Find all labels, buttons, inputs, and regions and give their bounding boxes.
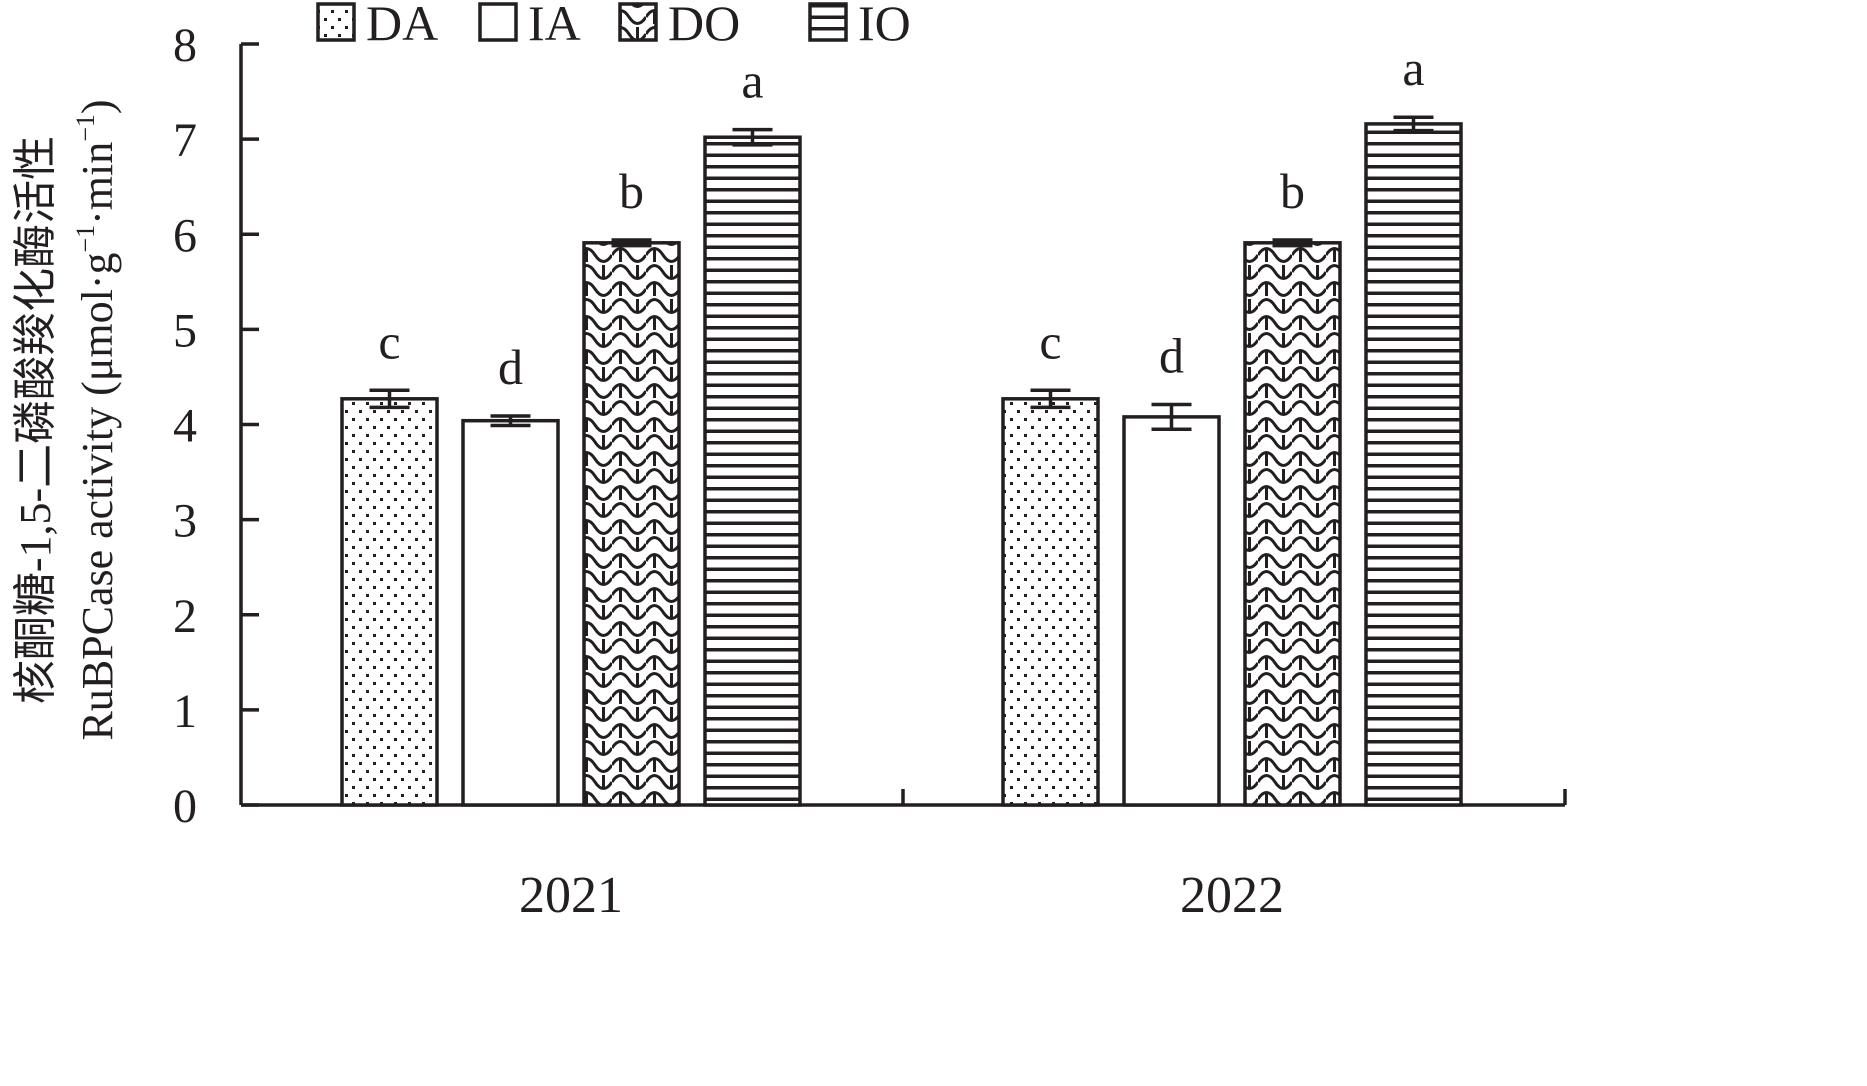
category-label-2021: 2021 [519, 867, 623, 924]
y-axis-title-cn: 核酮糖-1,5-二磷酸羧化酶活性 [11, 136, 60, 704]
legend-swatch-IA [478, 2, 518, 42]
y-axis-title: 核酮糖-1,5-二磷酸羧化酶活性 RuBPCase activity (μmol… [11, 99, 122, 740]
y-tick-label-7: 7 [173, 114, 197, 167]
bar-rect-DA-2021 [340, 397, 439, 807]
significance-letter-DO-2022: b [1280, 163, 1305, 219]
significance-letter-IA-2021: d [498, 339, 523, 395]
x-axis-categories: 2021 2022 [519, 867, 1284, 924]
bar-IA-2021: d [461, 339, 560, 807]
category-label-2022: 2022 [1180, 867, 1284, 924]
bar-rect-DA-2022 [1001, 397, 1100, 807]
y-tick-label-8: 8 [173, 19, 197, 72]
significance-letter-DA-2022: c [1039, 313, 1061, 369]
y-tick-label-4: 4 [173, 400, 197, 453]
legend-swatch-DA [316, 2, 356, 42]
significance-letter-DA-2021: c [378, 313, 400, 369]
y-axis-ticks: 0 1 2 3 4 5 6 7 8 [173, 19, 259, 833]
bar-rect-IO-2022 [1364, 122, 1463, 807]
legend-label-DA: DA [366, 0, 438, 51]
y-tick-label-5: 5 [173, 304, 197, 357]
y-tick-label-3: 3 [173, 495, 197, 548]
legend-label-IO: IO [858, 0, 911, 51]
legend: DA IA DO IO [316, 0, 911, 51]
bar-rect-DO-2022 [1243, 241, 1342, 807]
bar-IA-2022: d [1122, 328, 1221, 807]
significance-letter-DO-2021: b [619, 163, 644, 219]
y-axis-title-en: RuBPCase activity (μmol·g−1·min−1) [71, 99, 122, 740]
bar-DO-2021: b [582, 163, 681, 807]
significance-letter-IO-2022: a [1402, 40, 1424, 96]
bar-DA-2022: c [1001, 313, 1100, 807]
legend-label-DO: DO [668, 0, 740, 51]
legend-swatch-IO [808, 2, 848, 42]
significance-letter-IA-2022: d [1159, 328, 1184, 384]
bar-rect-DO-2021 [582, 241, 681, 807]
y-tick-label-6: 6 [173, 209, 197, 262]
legend-item-DO: DO [618, 0, 740, 51]
bar-DA-2021: c [340, 313, 439, 807]
legend-item-IA: IA [478, 0, 581, 51]
y-tick-label-2: 2 [173, 590, 197, 643]
y-tick-label-1: 1 [173, 685, 197, 738]
bars: c d b a c d b a [340, 40, 1463, 807]
significance-letter-IO-2021: a [741, 53, 763, 109]
bar-rect-IA-2021 [461, 418, 560, 807]
bar-rect-IO-2021 [703, 135, 802, 807]
bar-IO-2021: a [703, 53, 802, 807]
legend-item-DA: DA [316, 0, 438, 51]
legend-item-IO: IO [808, 0, 911, 51]
bar-rect-IA-2022 [1122, 415, 1221, 807]
legend-swatch-DO [618, 2, 658, 42]
bar-DO-2022: b [1243, 163, 1342, 807]
bar-IO-2022: a [1364, 40, 1463, 807]
legend-label-IA: IA [528, 0, 581, 51]
y-tick-label-0: 0 [173, 780, 197, 833]
